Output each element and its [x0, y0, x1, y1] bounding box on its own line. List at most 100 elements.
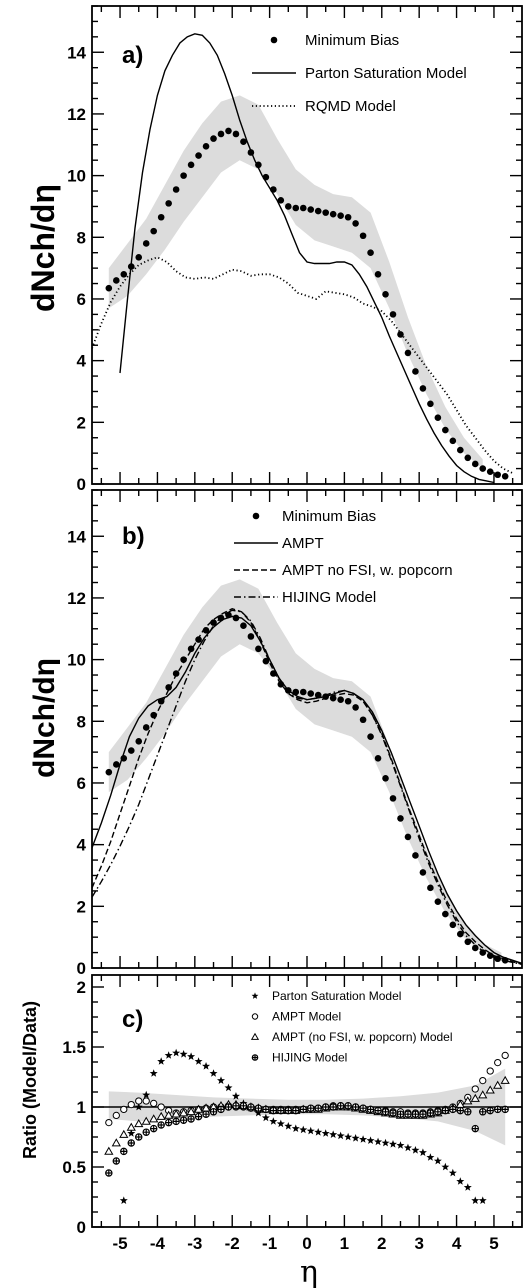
panel-c-series-3-point	[449, 1105, 457, 1114]
panel-c-series-3-point-cross	[120, 1148, 127, 1155]
panel-b-legend: Minimum Bias AMPT AMPT no FSI, w. popcorn H…	[234, 508, 453, 606]
panel-c-series-0-point	[217, 1076, 225, 1084]
panel-c-series-3-point-cross	[105, 1169, 112, 1177]
panel-c-series-2-point	[126, 1122, 136, 1131]
panel-c-series-0-point	[366, 1136, 375, 1144]
panel-c-series-2-point	[171, 1109, 181, 1118]
panel-c-series-3-point-cross	[494, 1106, 501, 1113]
panel-b-error-band	[108, 579, 502, 962]
panel-c-series-3-point	[404, 1110, 412, 1118]
panel-c-series-3-point-cross	[225, 1103, 232, 1111]
panel-b-series-0-point	[299, 688, 307, 696]
panel-c-series-2-point	[149, 1114, 159, 1123]
panel-c-series-2-point	[193, 1104, 204, 1113]
panel-a-series-2-line	[92, 256, 514, 475]
panel-c-series-0-point	[389, 1140, 397, 1148]
panel-b-series-0-point	[419, 869, 427, 876]
panel-c-xtick-label: -4	[150, 1234, 166, 1253]
panel-c-series-3-point	[284, 1106, 293, 1115]
panel-c-series-3-point-cross	[128, 1139, 135, 1147]
panel-c-ytick-label: 0.5	[62, 1158, 86, 1177]
panel-c-series-2-point	[485, 1085, 495, 1094]
panel-b-ytick-label: 10	[67, 651, 86, 670]
panel-c-series-2-point	[178, 1108, 189, 1117]
panel-b-series-0-point	[255, 645, 262, 653]
panel-c-series-3-point	[336, 1102, 345, 1110]
panel-b-series-0-point	[337, 696, 344, 704]
panel-c-xtick-label: 2	[377, 1234, 386, 1253]
panel-c-series-3-point-cross	[427, 1109, 434, 1117]
panel-a-series-0-point	[187, 161, 195, 169]
panel-a-series-0-point	[449, 437, 457, 445]
panel-a-ylabel: dNch/dη	[25, 184, 61, 312]
panel-a-series-0-point	[442, 426, 449, 434]
panel-c-series-3-point	[486, 1106, 494, 1115]
panel-a-series-0-point	[299, 204, 307, 212]
panel-b-ytick-label: 0	[77, 959, 86, 978]
panel-c-series-1-point	[105, 1118, 113, 1127]
panel-a-series-0-point	[240, 138, 247, 145]
panel-a-series-0-point	[397, 331, 404, 338]
panel-b-series-0-point	[404, 833, 412, 841]
panel-c-series-3-point	[232, 1102, 240, 1110]
panel-b-series-0-point	[105, 768, 113, 776]
panel-c-series-1-point	[127, 1100, 135, 1109]
panel-c-series-0-point	[426, 1153, 435, 1161]
panel-c-series-2-point	[463, 1096, 473, 1105]
panel-c-series-0-point	[291, 1124, 300, 1132]
panel-c-series-0-point	[269, 1117, 278, 1125]
panel-b-series-0-point	[449, 921, 457, 929]
panel-c-series-3-point-cross	[240, 1102, 247, 1109]
panel-a-series-0-point	[419, 385, 427, 392]
panel-c-legend-marker-cross	[252, 1054, 258, 1061]
panel-b-series-2-line	[92, 607, 522, 965]
panel-b-series-0-point	[172, 670, 180, 677]
panel-a-error-band	[108, 95, 483, 469]
panel-c-series-3-point	[277, 1106, 285, 1115]
panel-c-series-3-point-cross	[150, 1125, 157, 1132]
panel-a-series-0-point	[314, 207, 322, 215]
panel-c: 0 0.5 1 1.5 2 -5 -4 -3 -2 -1 0 1 2 3 4 5 c) Parton Satura…	[62, 974, 523, 1253]
panel-b-series-0-point	[382, 775, 389, 782]
panel-a-legend-label: RQMD Model	[305, 98, 396, 115]
panel-c-series-3-point	[134, 1133, 143, 1141]
panel-c-legend-entry: Parton Saturation Model	[251, 989, 401, 1003]
panel-b-legend-marker	[252, 512, 260, 520]
panel-b-legend-entry: AMPT	[234, 535, 324, 552]
panel-c-series-3-point-cross	[419, 1111, 427, 1118]
panel-a-series-0-point	[157, 213, 165, 221]
panel-c-series-0-point	[149, 1069, 158, 1077]
panel-b-label: b)	[122, 523, 145, 550]
panel-c-series-1-point	[501, 1051, 509, 1060]
panel-c-series-0-point	[164, 1051, 173, 1059]
panel-c-series-0-point	[202, 1062, 211, 1070]
panel-c-series-3-point	[493, 1105, 502, 1114]
panel-c-series-3-point-cross	[158, 1121, 165, 1129]
panel-c-series-3-point	[247, 1103, 255, 1111]
panel-c-legend-marker	[251, 1013, 259, 1020]
panel-c-series-1-point	[112, 1111, 120, 1120]
panel-c-series-3-point	[262, 1105, 270, 1114]
panel-c-series-3-point	[396, 1110, 405, 1118]
panel-a-series-1-line	[119, 33, 495, 484]
panel-c-series-0-point	[478, 1196, 487, 1204]
panel-c-ytick-label: 0	[77, 1218, 86, 1237]
panel-c-series-0-point	[456, 1177, 465, 1185]
panel-a-ytick-label: 14	[67, 43, 86, 62]
panel-c-series-3-point	[172, 1117, 180, 1126]
panel-c-series-3-point	[381, 1108, 390, 1116]
panel-c-xtick-label: -2	[225, 1234, 240, 1253]
panel-c-series-0-point	[187, 1052, 196, 1060]
panel-c-xtick-label: -3	[187, 1234, 202, 1253]
panel-c-series-3-point-cross	[202, 1111, 210, 1118]
panel-c-series-3-point-cross	[165, 1119, 172, 1126]
panel-b-ytick-label: 14	[67, 527, 86, 546]
panel-c-legend-marker	[251, 1054, 259, 1061]
panel-c-series-3-point	[120, 1147, 128, 1156]
panel-b-series-0-point	[464, 938, 472, 946]
panel-c-series-0-point	[224, 1083, 233, 1092]
panel-c-legend-marker	[250, 1032, 260, 1040]
panel-c-xtick-label: 1	[340, 1234, 349, 1253]
panel-c-series-3-point-cross	[247, 1103, 255, 1111]
panel-c-series-3-point	[471, 1124, 480, 1133]
